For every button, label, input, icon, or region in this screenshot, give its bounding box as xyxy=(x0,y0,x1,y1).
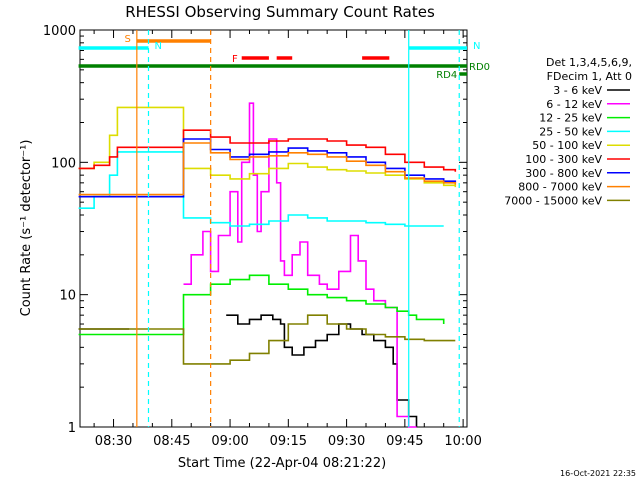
legend-label: 800 - 7000 keV xyxy=(518,181,602,194)
y-tick-label: 1 xyxy=(68,421,76,436)
y-tick-labels: 1 10 100 1000 xyxy=(43,24,76,436)
x-tick-label: 09:30 xyxy=(328,434,365,449)
legend-header-line-2: FDecim 1, Att 0 xyxy=(547,70,632,83)
x-tick-label: 09:45 xyxy=(386,434,423,449)
series-line-3 xyxy=(78,151,444,227)
axis-ticks xyxy=(80,30,467,428)
legend-label: 7000 - 15000 keV xyxy=(504,194,602,207)
y-tick-label: 10 xyxy=(59,289,76,304)
x-axis-label: Start Time (22-Apr-04 08:21:22) xyxy=(178,456,386,471)
generated-timestamp: 16-Oct-2021 22:35 xyxy=(560,469,636,478)
y-axis-label: Count Rate (s⁻¹ detector⁻¹) xyxy=(19,140,34,317)
x-tick-label: 09:00 xyxy=(211,434,248,449)
legend-label: 100 - 300 keV xyxy=(525,153,602,166)
event-lines xyxy=(136,30,460,427)
y-tick-label: 1000 xyxy=(43,24,76,39)
series-line-8 xyxy=(78,314,456,365)
legend-label: 25 - 50 keV xyxy=(539,125,602,138)
status-bar-label: RD0 xyxy=(469,62,490,73)
status-bar-label: S xyxy=(124,34,130,45)
x-tick-label: 08:30 xyxy=(95,434,132,449)
y-tick-label: 100 xyxy=(51,156,76,171)
legend-label: 300 - 800 keV xyxy=(525,167,602,180)
series-line-2 xyxy=(78,274,445,336)
series-lines xyxy=(78,102,457,428)
x-tick-label: 09:15 xyxy=(270,434,307,449)
series-line-7 xyxy=(78,142,457,196)
status-bar-label: RD4 xyxy=(436,70,457,81)
legend: Det 1,3,4,5,6,9, FDecim 1, Att 0 3 - 6 k… xyxy=(504,56,632,207)
legend-label: 50 - 100 keV xyxy=(532,139,602,152)
x-tick-label: 08:45 xyxy=(153,434,190,449)
x-tick-label: 10:00 xyxy=(444,434,481,449)
plot-frame xyxy=(79,29,468,428)
series-line-0 xyxy=(226,314,418,427)
status-bar-label: N xyxy=(473,41,480,52)
series-line-1 xyxy=(183,102,417,428)
status-bars: S N N F RD0 RD4 xyxy=(78,34,490,81)
legend-label: 3 - 6 keV xyxy=(553,84,602,97)
series-line-5 xyxy=(78,129,457,172)
legend-label: 6 - 12 keV xyxy=(546,98,602,111)
chart-title: RHESSI Observing Summary Count Rates xyxy=(125,3,435,21)
status-bar-label: F xyxy=(232,54,238,65)
status-bar-label: N xyxy=(154,41,161,52)
x-tick-labels: 08:30 08:45 09:00 09:15 09:30 09:45 10:00 xyxy=(95,434,482,449)
legend-label: 12 - 25 keV xyxy=(539,112,602,125)
series-line-6 xyxy=(78,138,457,198)
legend-header-line-1: Det 1,3,4,5,6,9, xyxy=(546,56,632,69)
